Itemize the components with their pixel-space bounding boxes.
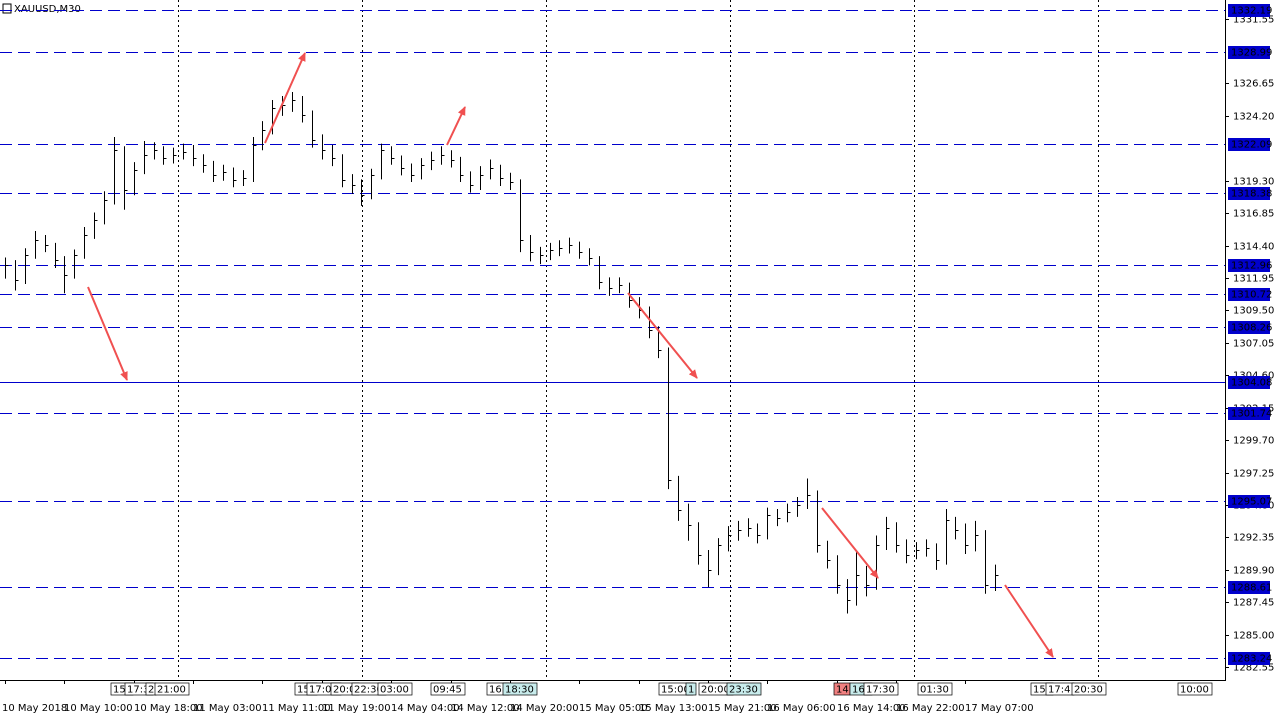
level-box [1228, 407, 1270, 420]
y-tick-label: 1314.40 [1233, 242, 1274, 253]
time-marker: 20:0 [333, 685, 355, 696]
time-marker-box [154, 682, 190, 696]
level-label: 1312.96 [1231, 261, 1272, 272]
level-label: 1318.38 [1231, 189, 1272, 200]
x-tick-label: 15 May 05:00 [579, 703, 648, 714]
time-marker: 18:30 [505, 685, 534, 696]
time-marker: 17:4 [1048, 685, 1070, 696]
time-marker: 01:30 [920, 685, 949, 696]
time-marker: 15:00 [661, 685, 690, 696]
time-marker: 16: [852, 685, 868, 696]
level-box [1228, 138, 1270, 151]
time-marker-box [430, 682, 466, 696]
time-marker: 20:30 [1074, 685, 1103, 696]
chart-title: XAUUSD,M30 [14, 4, 81, 15]
level-box [1228, 46, 1270, 59]
level-label: 1328.99 [1231, 48, 1272, 59]
x-tick-label: 10 May 18:00 [134, 703, 203, 714]
time-marker: 17:30 [866, 685, 895, 696]
time-marker-box [685, 682, 697, 696]
x-tick-label: 15 May 13:00 [639, 703, 708, 714]
level-box [1228, 288, 1270, 301]
time-marker: 23:30 [729, 685, 758, 696]
level-label: 1332.19 [1231, 6, 1272, 17]
level-label: 1322.09 [1231, 140, 1272, 151]
time-marker-box [502, 682, 538, 696]
y-tick-label: 1287.45 [1233, 598, 1274, 609]
time-marker: 14 [836, 685, 849, 696]
time-marker: 15: [1033, 685, 1049, 696]
y-tick-label: 1326.65 [1233, 79, 1274, 90]
level-label: 1283.24 [1231, 654, 1272, 665]
y-tick-label: 1307.05 [1233, 339, 1274, 350]
level-box [1228, 259, 1270, 272]
time-marker: 22:30 [354, 685, 383, 696]
x-tick-label: 10 May 10:00 [64, 703, 133, 714]
time-marker: 15: [113, 685, 129, 696]
level-label: 1310.72 [1231, 290, 1272, 301]
time-marker: 15: [297, 685, 313, 696]
level-box [1228, 187, 1270, 200]
y-tick-label: 1316.85 [1233, 209, 1274, 220]
time-marker: 17:00 [309, 685, 338, 696]
y-tick-label: 1289.90 [1233, 566, 1274, 577]
x-tick-label: 17 May 07:00 [965, 703, 1034, 714]
x-tick-label: 14 May 04:00 [391, 703, 460, 714]
time-marker: 20:00 [701, 685, 730, 696]
level-label: 1301.74 [1231, 409, 1272, 420]
y-tick-label: 1285.00 [1233, 631, 1274, 642]
y-tick-label: 1292.35 [1233, 533, 1274, 544]
trend-arrows [87, 52, 1054, 658]
y-tick-label: 1299.70 [1233, 436, 1274, 447]
x-tick-label: 15 May 21:00 [708, 703, 777, 714]
time-marker-box [1177, 682, 1213, 696]
level-box [1228, 652, 1270, 665]
level-label: 1308.26 [1231, 323, 1272, 334]
y-tick-label: 1309.50 [1233, 306, 1274, 317]
x-tick-label: 16 May 14:00 [837, 703, 906, 714]
title-icon [2, 3, 12, 14]
time-marker-box [377, 682, 413, 696]
x-tick-label: 14 May 20:00 [510, 703, 579, 714]
time-marker: 03:00 [380, 685, 409, 696]
x-tick-label: 11 May 19:00 [322, 703, 391, 714]
x-tick-label: 11 May 03:00 [193, 703, 262, 714]
time-marker: 2 [148, 685, 154, 696]
x-tick-label: 16 May 22:00 [896, 703, 965, 714]
time-marker: 10:00 [1180, 685, 1209, 696]
x-tick-label: 10 May 2018 [2, 703, 67, 714]
level-box [1228, 4, 1270, 17]
time-marker: 17:3 [127, 685, 149, 696]
time-marker-box [726, 682, 762, 696]
y-tick-label: 1311.95 [1233, 274, 1274, 285]
time-marker-box [917, 682, 953, 696]
y-tick-label: 1319.30 [1233, 177, 1274, 188]
x-tick-label: 14 May 12:00 [451, 703, 520, 714]
time-marker: 21:00 [157, 685, 186, 696]
time-marker: 16: [489, 685, 505, 696]
vertical-grid [178, 0, 1099, 680]
x-tick-label: 16 May 06:00 [767, 703, 836, 714]
level-label: 1304.08 [1231, 378, 1272, 389]
level-box [1228, 581, 1270, 594]
level-box [1228, 321, 1270, 334]
level-label: 1288.61 [1231, 583, 1272, 594]
time-marker-box [863, 682, 899, 696]
y-tick-label: 1324.20 [1233, 112, 1274, 123]
x-tick-label: 11 May 11:00 [262, 703, 331, 714]
y-tick-label: 1331.55 [1233, 15, 1274, 26]
level-label: 1295.07 [1231, 497, 1272, 508]
y-tick-label: 1297.25 [1233, 469, 1274, 480]
level-box [1228, 376, 1270, 389]
time-marker-box [1071, 682, 1107, 696]
level-box [1228, 495, 1270, 508]
time-marker: 1 [688, 685, 694, 696]
time-marker: 09:45 [433, 685, 462, 696]
y-tick-label: 1282.55 [1233, 663, 1274, 674]
